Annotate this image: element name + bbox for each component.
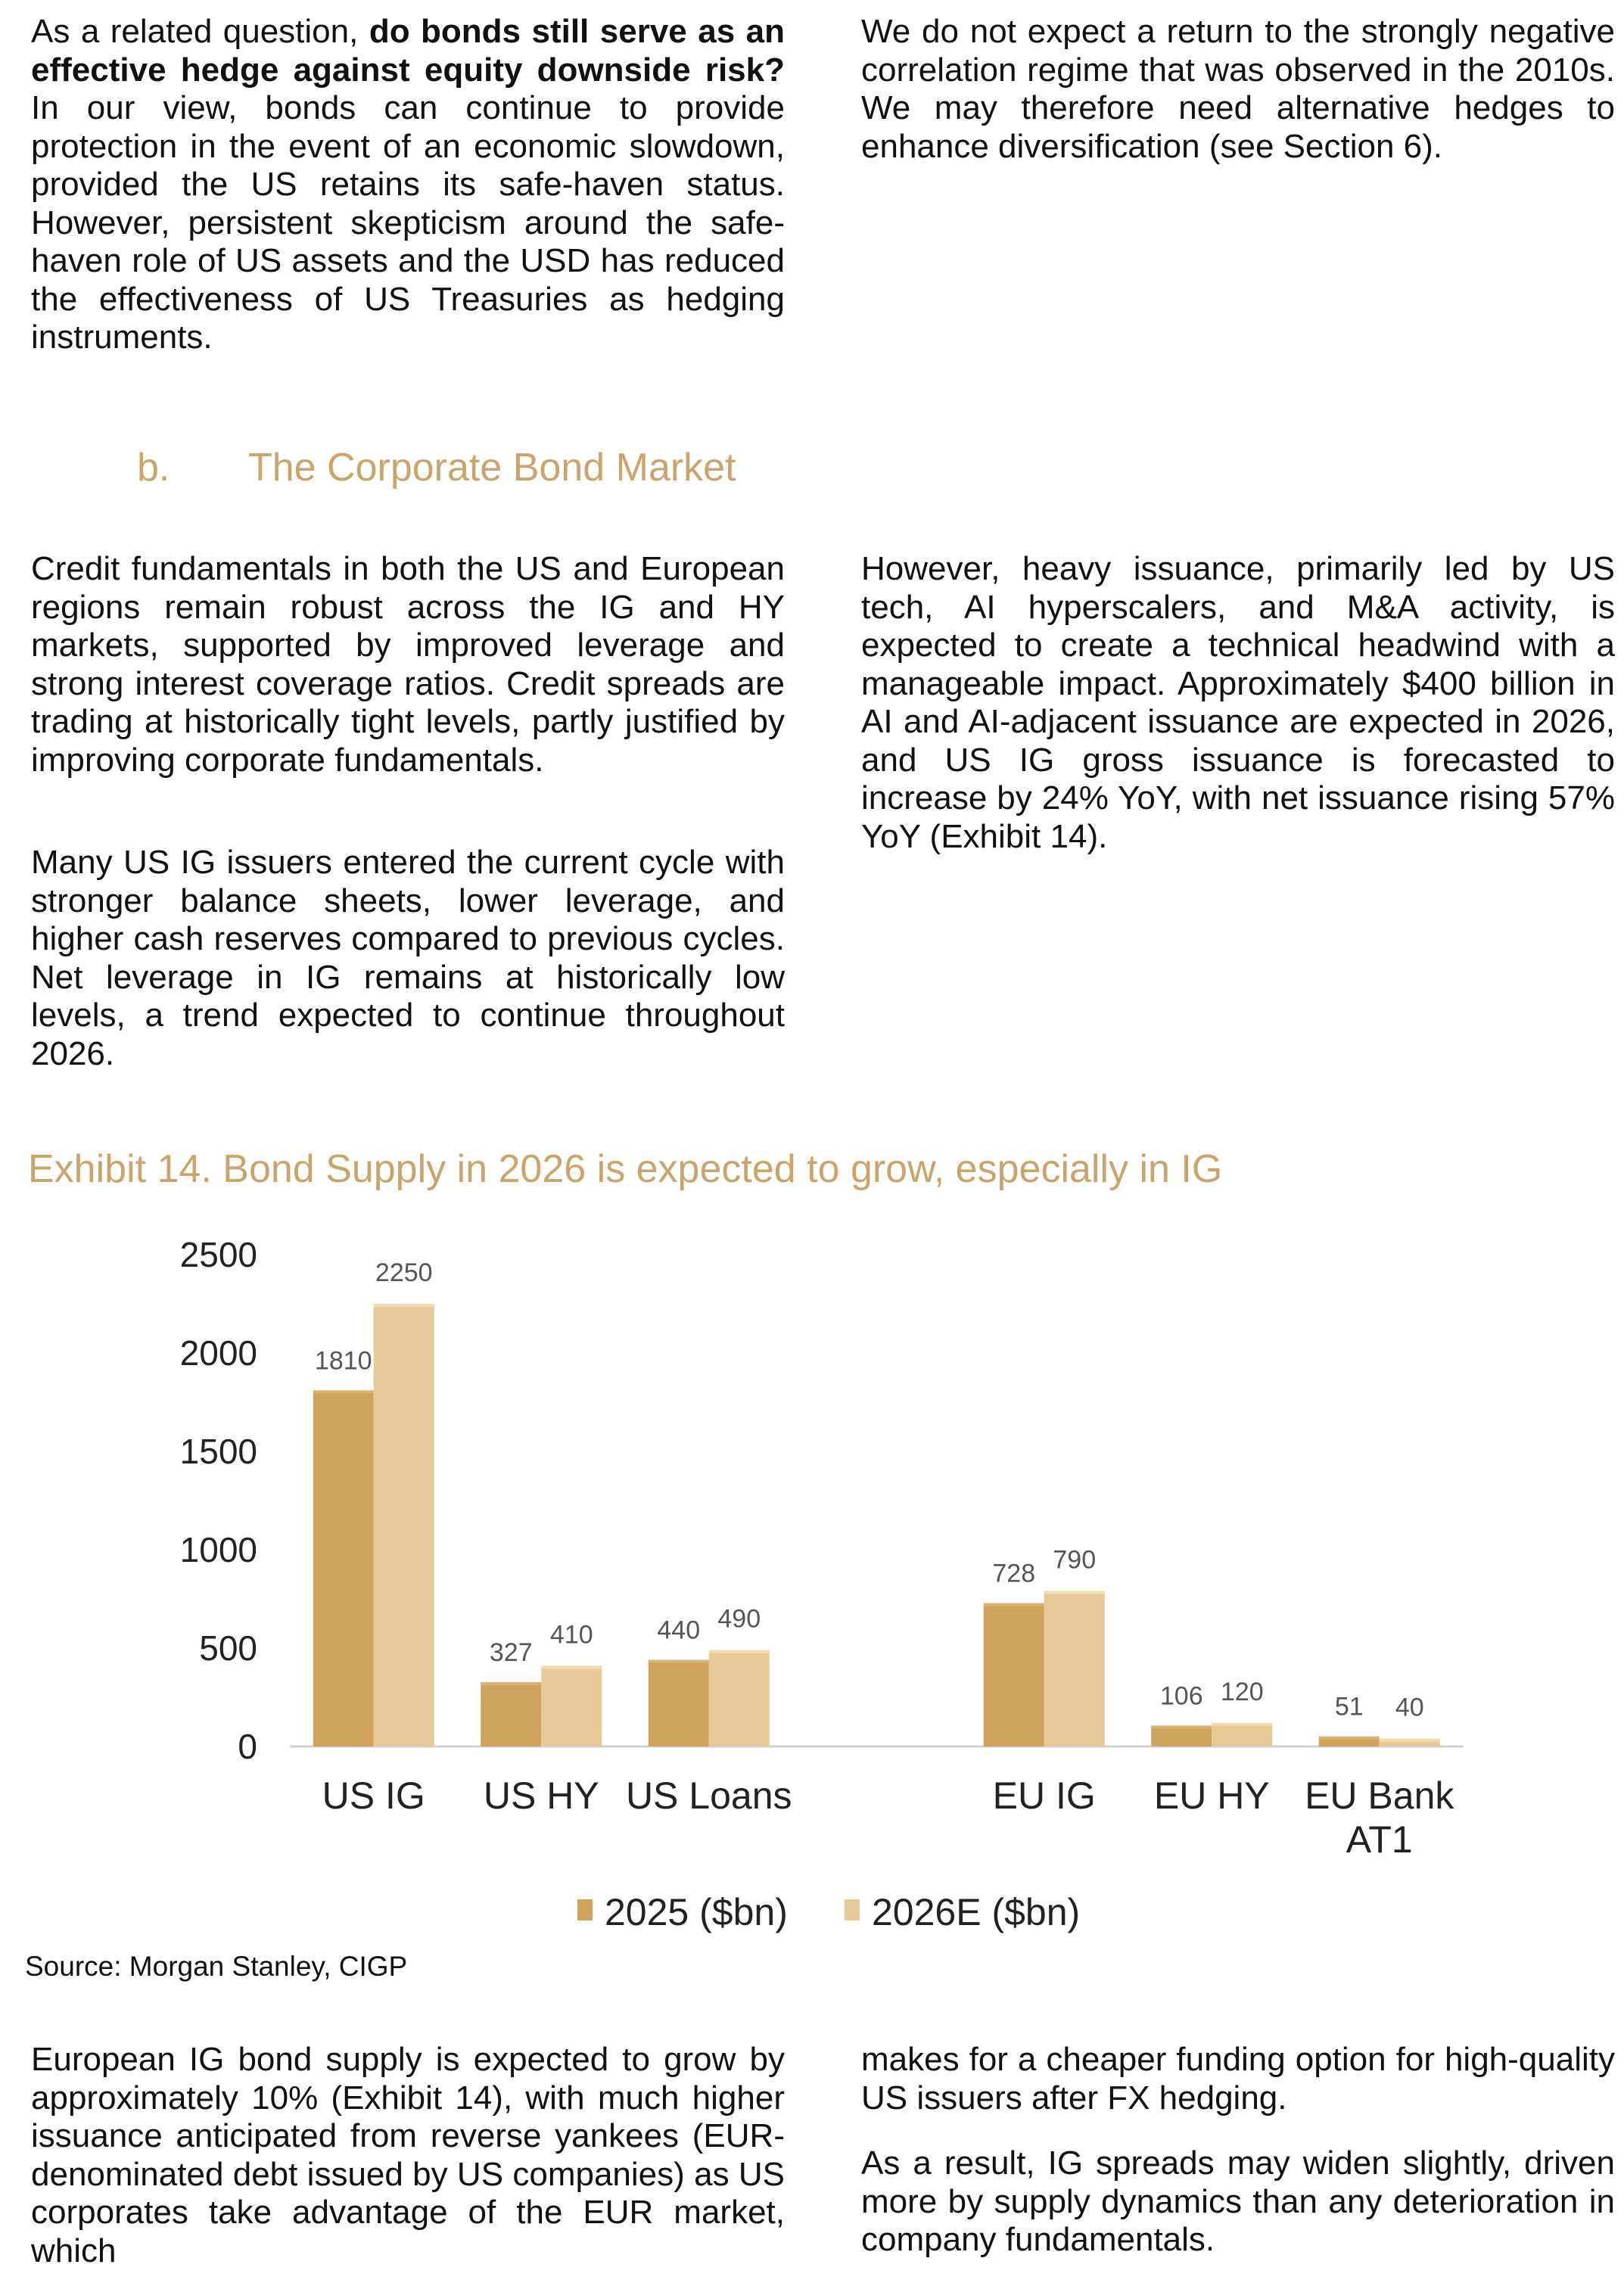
bar-2026e: [373, 1304, 434, 1746]
data-label: 327: [490, 1638, 533, 1667]
bar-2025: [983, 1603, 1044, 1746]
y-tick-label: 500: [199, 1628, 257, 1668]
category-label: US IG: [322, 1774, 425, 1817]
data-label: 728: [992, 1560, 1035, 1588]
source-note: Source: Morgan Stanley, CIGP: [25, 1951, 408, 1982]
category-label: EU IG: [993, 1774, 1096, 1817]
bar-top-highlight: [1379, 1738, 1440, 1742]
bar-top-highlight: [541, 1666, 602, 1669]
bar-top-highlight: [1151, 1725, 1212, 1729]
bond-supply-chart: 0 500 1000 1500 2000 2500 1810 2250 US IG 327 410 U…: [180, 1235, 1464, 1933]
data-label: 1810: [315, 1346, 372, 1375]
bar-top-highlight: [1044, 1591, 1105, 1594]
category-label: EU HY: [1154, 1774, 1270, 1817]
bar-top-highlight: [648, 1659, 709, 1663]
bar-2026e: [1044, 1591, 1105, 1746]
bar-top-highlight: [1212, 1722, 1273, 1726]
data-label: 40: [1395, 1694, 1424, 1722]
funding-paragraph: makes for a cheaper funding option for h…: [861, 2041, 1615, 2116]
bar-2025: [648, 1659, 709, 1746]
data-label: 106: [1160, 1681, 1203, 1710]
paragraph-text: In our view, bonds can continue to provi…: [31, 89, 785, 356]
data-label: 51: [1335, 1693, 1364, 1721]
bar-top-highlight: [983, 1603, 1044, 1606]
bar-2026e: [541, 1666, 602, 1746]
bar-top-highlight: [481, 1681, 542, 1685]
bar-2026e: [1212, 1722, 1273, 1746]
bar-2026e: [708, 1650, 770, 1746]
bar-top-highlight: [1318, 1736, 1380, 1740]
correlation-paragraph: We do not expect a return to the strongl…: [861, 13, 1615, 165]
issuance-paragraph: However, heavy issuance, primarily led b…: [861, 550, 1615, 855]
bar-top-highlight: [373, 1304, 434, 1307]
category-label: US Loans: [626, 1774, 792, 1817]
data-label: 410: [550, 1620, 593, 1649]
legend-swatch: [845, 1899, 860, 1921]
bar-2026e: [1379, 1738, 1440, 1746]
y-tick-label: 2500: [180, 1235, 257, 1274]
y-tick-label: 1500: [180, 1432, 257, 1471]
bar-top-highlight: [708, 1650, 770, 1653]
paragraph-text: As a related question,: [31, 13, 369, 50]
category-label: US HY: [484, 1774, 599, 1817]
data-label: 490: [717, 1605, 761, 1634]
category-label: EU Bank: [1305, 1774, 1454, 1817]
data-label: 2250: [375, 1258, 433, 1287]
y-tick-label: 0: [238, 1727, 257, 1766]
credit-fundamentals-paragraph: Credit fundamentals in both the US and E…: [31, 550, 785, 779]
data-label: 120: [1221, 1678, 1264, 1706]
legend-swatch: [577, 1899, 593, 1921]
bar-top-highlight: [313, 1390, 374, 1394]
legend-label: 2026E ($bn): [872, 1891, 1080, 1933]
european-ig-paragraph: European IG bond supply is expected to g…: [31, 2041, 785, 2269]
legend-label: 2025 ($bn): [605, 1891, 788, 1933]
bar-2025: [313, 1390, 374, 1746]
bond-hedge-paragraph: As a related question, do bonds still se…: [31, 13, 785, 357]
section-number: b.: [137, 446, 170, 490]
data-label: 790: [1053, 1546, 1096, 1575]
bar-2025: [1151, 1725, 1212, 1746]
y-tick-label: 1000: [180, 1530, 257, 1569]
category-label: AT1: [1346, 1818, 1413, 1861]
spreads-paragraph: As a result, IG spreads may widen slight…: [861, 2144, 1615, 2258]
data-label: 440: [657, 1616, 700, 1645]
section-heading: b. The Corporate Bond Market: [137, 445, 736, 490]
bar-2025: [481, 1681, 542, 1746]
bold-question: do bonds still serve as an effective hed…: [31, 13, 785, 89]
us-ig-issuers-paragraph: Many US IG issuers entered the current c…: [31, 844, 785, 1072]
section-title: The Corporate Bond Market: [248, 446, 736, 490]
exhibit-title: Exhibit 14. Bond Supply in 2026 is expec…: [28, 1147, 1223, 1191]
y-tick-label: 2000: [180, 1333, 257, 1373]
